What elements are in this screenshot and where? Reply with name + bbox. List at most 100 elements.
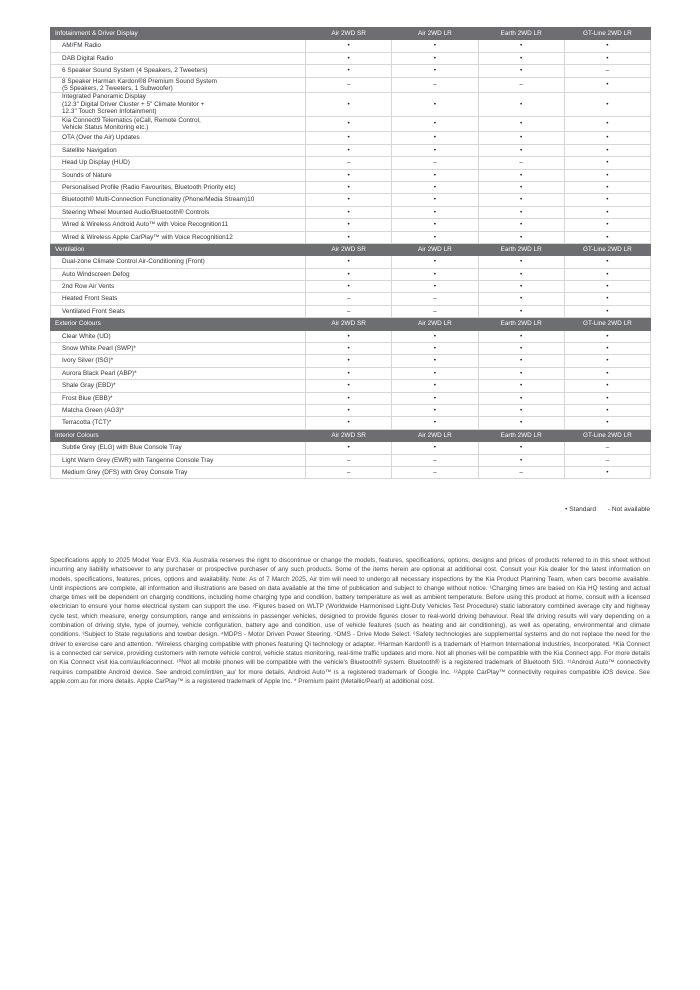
feature-label-text: Aurora Black Pearl (ABP)* (62, 369, 137, 377)
feature-label: Ventilated Front Seats (50, 304, 306, 319)
availability-cell: • (563, 39, 652, 53)
feature-label-text: OTA (Over the Air) Updates (62, 134, 140, 142)
availability-cell: • (304, 403, 393, 418)
table-row: DAB Digital Radio • • • • (50, 51, 652, 66)
feature-label: Terracotta (TCT)* (50, 416, 306, 430)
availability-cell: • (477, 205, 565, 220)
availability-cell: • (477, 230, 565, 244)
feature-label: Light Warm Grey (EWR) with Tangerine Con… (50, 453, 306, 467)
availability-cell: • (304, 205, 393, 220)
availability-cell: • (304, 255, 393, 269)
feature-label-text: Bluetooth® Multi-Connection Functionalit… (62, 196, 255, 204)
column-header: Air 2WD SR (304, 317, 393, 331)
feature-label: Frost Blue (EBB)* (50, 391, 306, 406)
table-row: Subtle Grey (ELG) with Blue Console Tray… (50, 441, 652, 455)
availability-cell: • (477, 403, 565, 418)
availability-cell: – (477, 156, 565, 170)
availability-cell: • (477, 51, 565, 66)
availability-cell: • (563, 465, 652, 480)
availability-cell: • (477, 92, 565, 117)
feature-label-text: Wired & Wireless Apple CarPlay™ with Voi… (62, 233, 233, 241)
feature-label: 6 Speaker Sound System (4 Speakers, 2 Tw… (50, 64, 306, 78)
feature-label: Wired & Wireless Android Auto™ with Voic… (50, 218, 306, 232)
legend-standard: • Standard (565, 506, 596, 513)
availability-cell: • (563, 131, 652, 145)
availability-cell: – (391, 156, 479, 170)
feature-label: Heated Front Seats (50, 292, 306, 306)
availability-cell: • (477, 342, 565, 356)
availability-cell: • (304, 230, 393, 244)
availability-cell: • (304, 168, 393, 182)
availability-cell: • (391, 280, 479, 294)
column-header: Earth 2WD LR (477, 242, 565, 257)
availability-cell: • (304, 441, 393, 455)
table-row: OTA (Over the Air) Updates • • • • (50, 131, 652, 145)
feature-label: Satellite Navigation (50, 143, 306, 158)
feature-label-text: Light Warm Grey (EWR) with Tangerine Con… (62, 456, 214, 464)
feature-label: Integrated Panoramic Display (12.3" Digi… (50, 92, 306, 117)
legend: • Standard - Not available (555, 506, 650, 513)
feature-label-text: Auto Windscreen Defog (62, 270, 130, 278)
availability-cell: • (391, 354, 479, 368)
column-header: GT-Line 2WD LR (563, 317, 652, 331)
feature-label: DAB Digital Radio (50, 51, 306, 66)
column-header: Air 2WD LR (391, 428, 479, 443)
table-row: Personalised Profile (Radio Favourites, … (50, 180, 652, 195)
section-header-row: Ventilation Air 2WD SR Air 2WD LR Earth 2WD… (50, 242, 652, 257)
feature-label: Wired & Wireless Apple CarPlay™ with Voi… (50, 230, 306, 244)
availability-cell: • (304, 280, 393, 294)
availability-cell: • (304, 131, 393, 145)
column-header: GT-Line 2WD LR (563, 26, 652, 41)
section-header-row: Exterior Colours Air 2WD SR Air 2WD LR Eart… (50, 317, 652, 331)
feature-label-text: AM/FM Radio (62, 42, 102, 50)
availability-cell: – (563, 453, 652, 467)
availability-cell: • (477, 168, 565, 182)
feature-label-text: Subtle Grey (ELG) with Blue Console Tray (62, 444, 182, 452)
feature-label: Head Up Display (HUD) (50, 156, 306, 170)
availability-cell: • (477, 304, 565, 319)
column-header: Air 2WD SR (304, 428, 393, 443)
table-row: Bluetooth® Multi-Connection Functionalit… (50, 193, 652, 207)
availability-cell: • (563, 255, 652, 269)
feature-label-text: Shale Gray (EBD)* (62, 382, 116, 390)
feature-label-text: Heated Front Seats (62, 295, 118, 303)
availability-cell: • (391, 205, 479, 220)
table-row: Kia Connect9 Telematics (eCall, Remote C… (50, 115, 652, 133)
feature-label: Shale Gray (EBD)* (50, 379, 306, 393)
feature-label-text: Matcha Green (AG3)* (62, 406, 124, 414)
availability-cell: – (304, 156, 393, 170)
availability-cell: • (304, 267, 393, 282)
table-row: Ivory Silver (ISG)* • • • • (50, 354, 652, 368)
feature-label: 8 Speaker Harman Kardon®8 Premium Sound … (50, 76, 306, 94)
availability-cell: • (563, 92, 652, 117)
column-header: Air 2WD LR (391, 26, 479, 41)
availability-cell: • (391, 131, 479, 145)
availability-cell: • (391, 92, 479, 117)
column-header: GT-Line 2WD LR (563, 242, 652, 257)
availability-cell: • (304, 115, 393, 133)
availability-cell: • (304, 143, 393, 158)
availability-cell: • (304, 366, 393, 381)
table-row: AM/FM Radio • • • • (50, 39, 652, 53)
availability-cell: • (304, 329, 393, 344)
availability-cell: • (391, 329, 479, 344)
feature-label-text: Snow White Pearl (SWP)* (62, 345, 136, 353)
feature-label: 2nd Row Air Vents (50, 280, 306, 294)
availability-cell: • (477, 218, 565, 232)
availability-cell: • (477, 131, 565, 145)
availability-cell: – (391, 76, 479, 94)
availability-cell: • (304, 416, 393, 430)
feature-label: Medium Grey (DFS) with Grey Console Tray (50, 465, 306, 480)
availability-cell: • (563, 366, 652, 381)
availability-cell: – (391, 304, 479, 319)
table-row: Matcha Green (AG3)* • • • • (50, 403, 652, 418)
table-row: Heated Front Seats – – • • (50, 292, 652, 306)
availability-cell: • (477, 329, 565, 344)
availability-cell: • (304, 180, 393, 195)
feature-label-text: Ventilated Front Seats (62, 307, 125, 315)
table-row: Terracotta (TCT)* • • • • (50, 416, 652, 430)
feature-label: Snow White Pearl (SWP)* (50, 342, 306, 356)
feature-label-text: Steering Wheel Mounted Audio/Bluetooth® … (62, 208, 210, 216)
availability-cell: • (391, 403, 479, 418)
column-header: Air 2WD SR (304, 26, 393, 41)
